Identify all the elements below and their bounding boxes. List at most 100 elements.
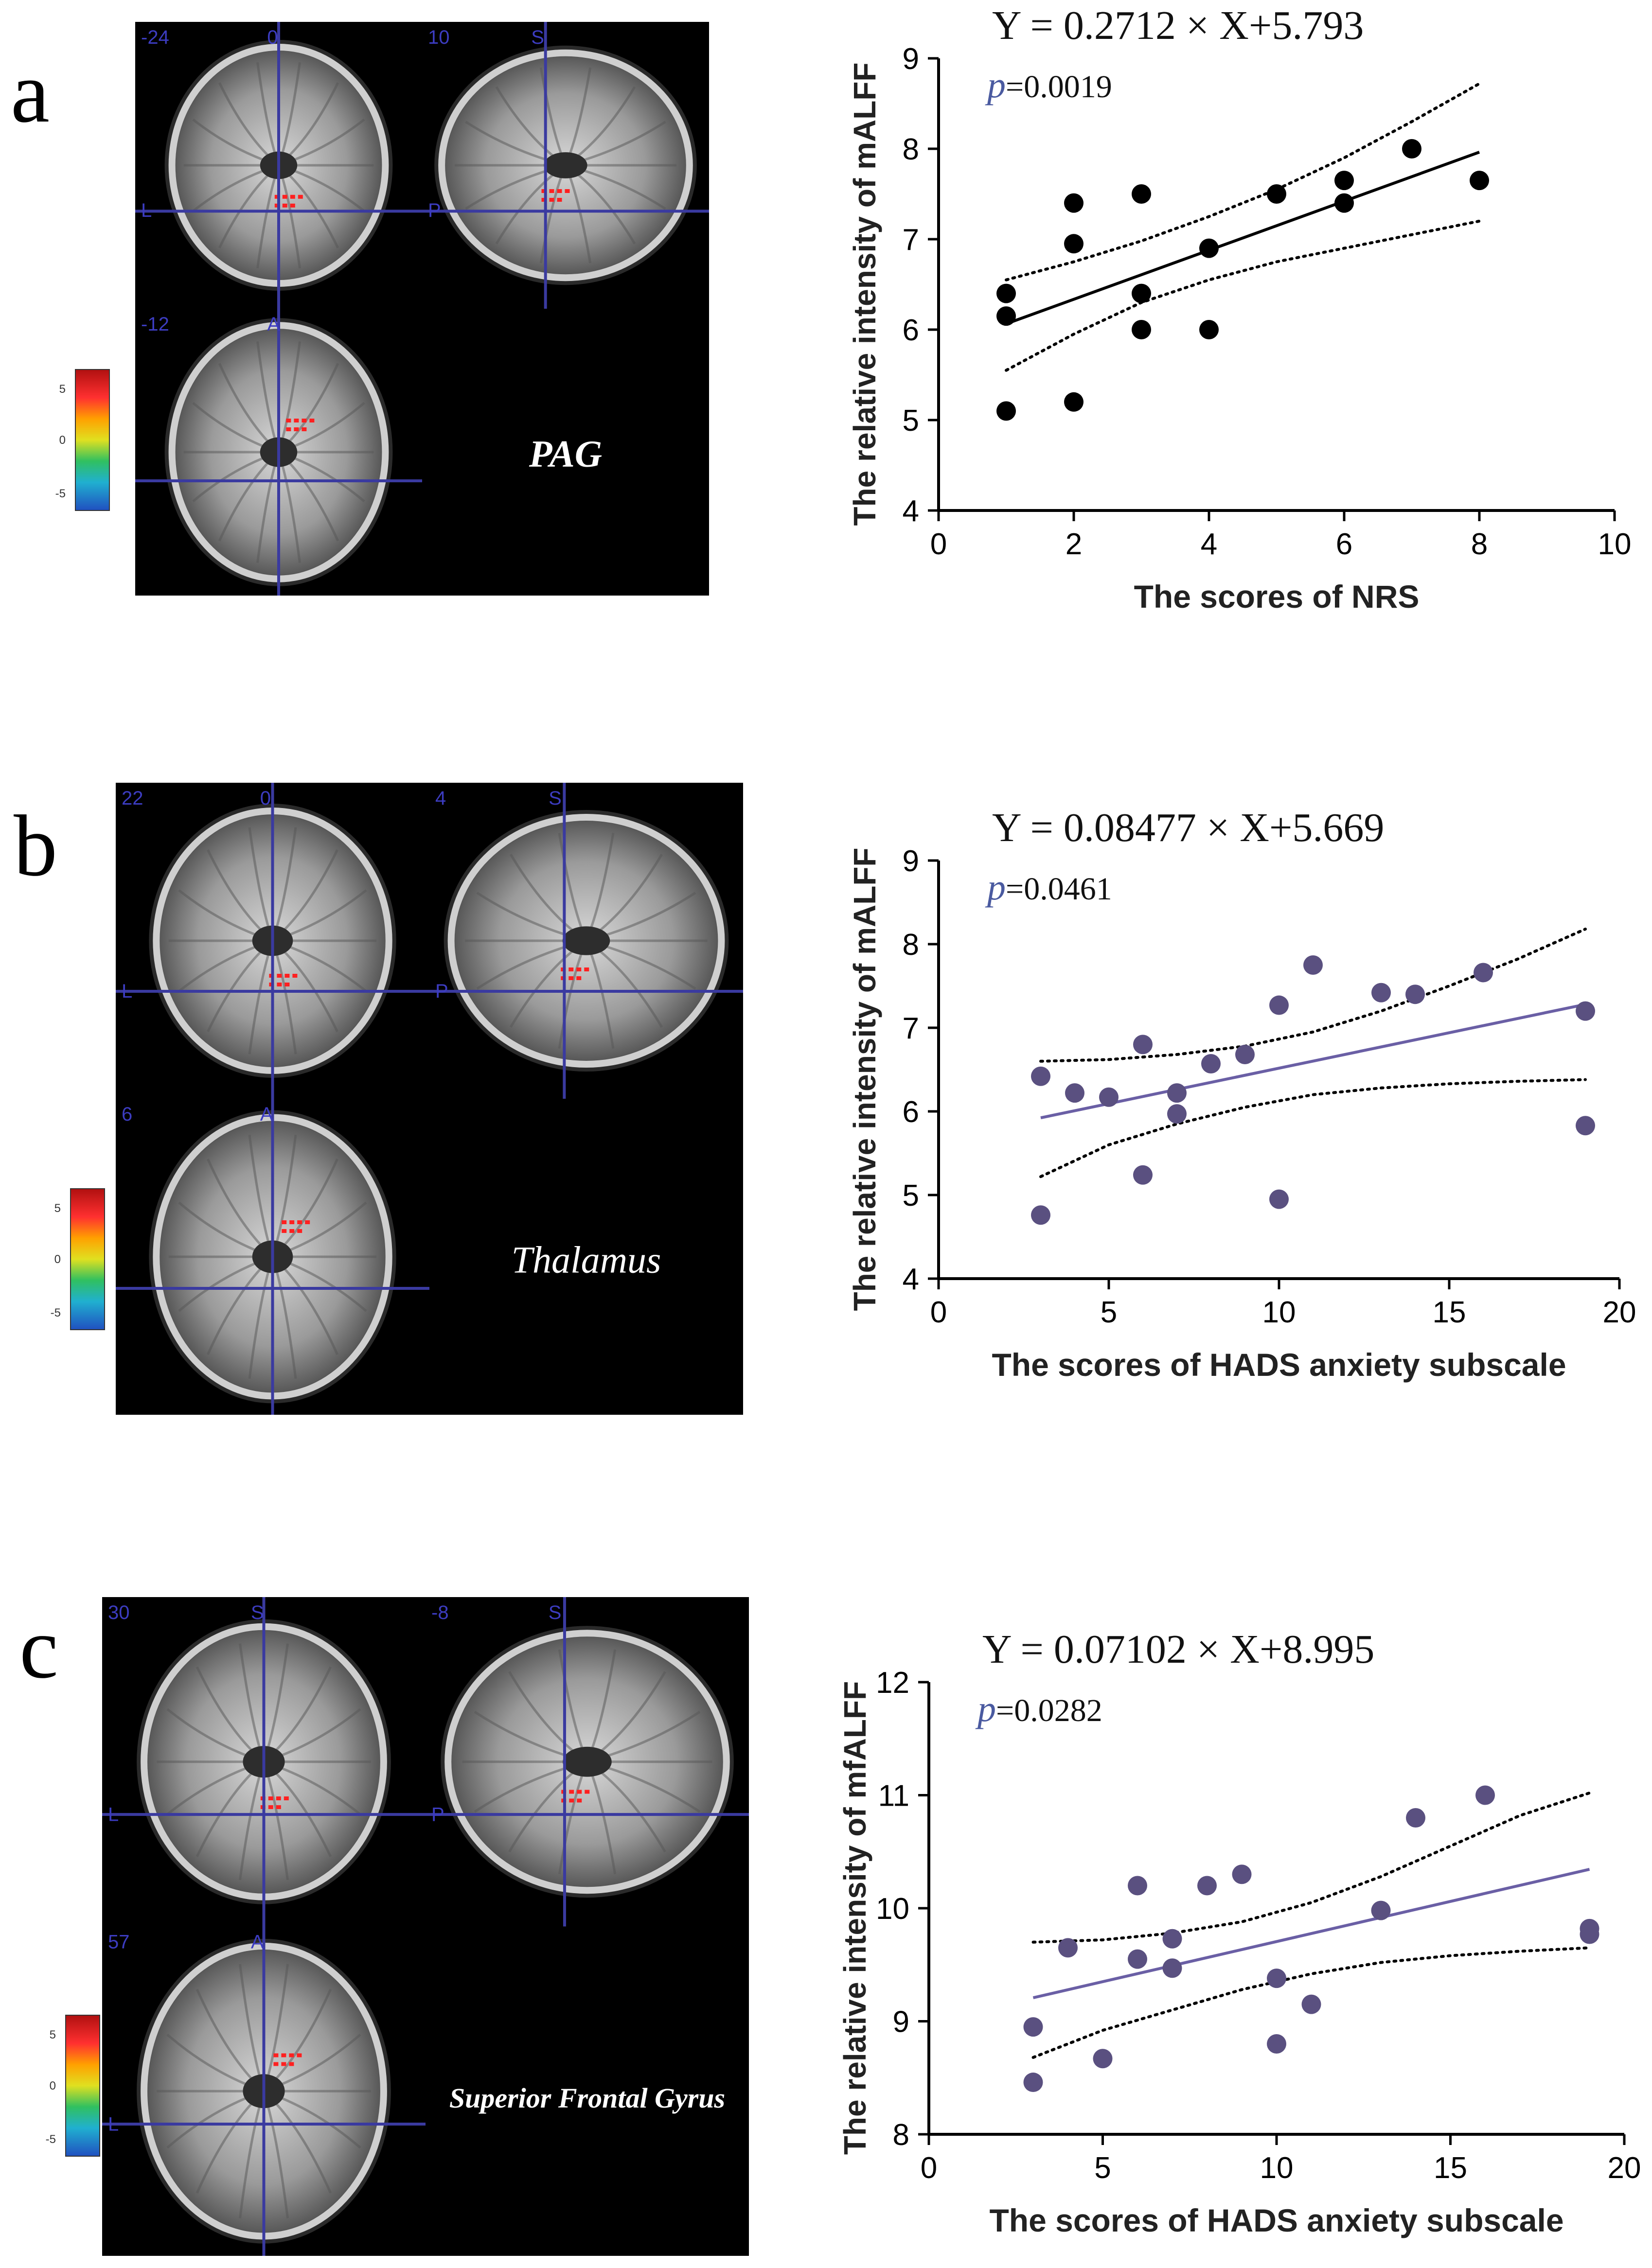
data-point [1133,1165,1153,1185]
confidence-band-lower [1039,1078,1587,1178]
x-axis-label: The scores of HADS anxiety subscale [992,1347,1566,1383]
regression-line [1005,151,1480,325]
view-orientation-label: L [122,981,132,1002]
x-tick-label: 15 [1434,2151,1467,2185]
brain-slices-panel-c: 30 S -8 S 57 A L P L Superior Frontal Gyrus [102,1597,749,2256]
data-point [996,283,1016,303]
x-tick-label: 0 [930,1296,947,1329]
data-point [1267,2034,1286,2054]
y-tick-label: 6 [903,1095,919,1129]
colorbar-tick: -5 [55,487,66,500]
x-tick-label: 0 [930,527,947,561]
data-point [1162,1929,1182,1949]
y-axis-label: The relative intensity of mALFF [847,62,882,526]
sagittal-slice [434,45,697,285]
data-point [1128,1876,1147,1896]
chart-svg: 0 2 4 6 8 10 4 5 6 7 8 9 The scores of NRS The relati… [847,3,1631,615]
slice-coordinate-label: A [251,1932,264,1953]
x-axis-label: The scores of NRS [1134,579,1420,615]
y-tick-label: 4 [903,1263,919,1296]
regression-equation: Y = 0.2712 × X+5.793 [992,3,1364,48]
data-point [1167,1104,1187,1124]
data-point [1133,1035,1153,1055]
x-tick-label: 6 [1336,527,1352,561]
y-tick-label: 6 [903,314,919,347]
y-tick-label: 4 [903,494,919,528]
slice-coordinate-label: 22 [122,788,143,809]
x-tick-label: 8 [1471,527,1488,561]
view-orientation-label: L [108,1804,119,1826]
colorbar-tick: 5 [50,2028,56,2041]
axial-slice [164,318,393,586]
data-point [1269,995,1289,1015]
data-point [1093,2049,1113,2069]
data-point [1167,1083,1187,1103]
y-tick-label: 12 [876,1666,909,1700]
y-tick-label: 10 [876,1892,909,1926]
colorbar-tick: -5 [51,1306,61,1319]
regression-equation: Y = 0.08477 × X+5.669 [992,805,1384,850]
data-point [1132,184,1151,204]
colorbar-tick: 0 [50,2079,56,2092]
data-point [1406,1808,1425,1828]
data-point [1199,238,1219,258]
slice-coordinate-label: S [251,1602,264,1623]
chart-svg: 0 5 10 15 20 4 5 6 7 8 9 The scores of HADS anxiety… [847,805,1636,1383]
data-point [1132,283,1151,303]
data-point [1099,1087,1119,1107]
x-tick-label: 0 [921,2151,937,2185]
region-label: Thalamus [512,1239,661,1281]
data-point [1128,1949,1147,1969]
region-label: Superior Frontal Gyrus [449,2082,725,2114]
p-value: =0.0461 [1006,871,1112,907]
data-point [1065,1083,1084,1103]
data-point [1132,320,1151,339]
panel-letter-a: a [11,44,50,141]
confidence-band-lower [1031,1946,1591,2059]
colorbar-gradient [75,369,110,511]
x-axis-label: The scores of HADS anxiety subscale [989,2202,1563,2238]
y-tick-label: 5 [903,1179,919,1213]
data-point [996,306,1016,326]
data-point [1576,1116,1595,1136]
view-orientation-label: P [435,981,448,1002]
y-tick-label: 9 [903,42,919,76]
brain-slices-panel-b: 22 0 4 S 6 A L P Thalamus [116,783,743,1415]
coronal-slice [137,1619,391,1904]
slice-coordinate-label: 4 [435,788,446,809]
slice-coordinate-label: 30 [108,1602,130,1623]
colorbar-tick: -5 [46,2133,56,2146]
x-tick-label: 5 [1094,2151,1111,2185]
p-value-label: p=0.0019 [985,65,1112,105]
y-axis-label: The relative intensity of mALFF [847,847,882,1311]
data-point [1064,234,1084,254]
y-tick-label: 8 [903,133,919,166]
y-axis-label: The relative intensity of mfALFF [837,1681,872,2155]
colorbar-tick: 5 [54,1202,61,1215]
data-point [1580,1924,1599,1944]
y-tick-label: 7 [903,1012,919,1045]
data-point [1201,1054,1221,1073]
p-symbol: p [975,1688,996,1729]
panel-letter-b: b [14,797,57,894]
data-point [1064,193,1084,213]
panel-letter-c: c [19,1600,58,1696]
activation-cluster [273,2053,302,2066]
activation-cluster [282,1220,310,1233]
regression-equation: Y = 0.07102 × X+8.995 [982,1627,1374,1672]
data-point [1334,171,1354,191]
data-point [1064,392,1084,412]
brain-slices-panel-a: -24 0 10 S -12 A L P PAG [135,22,709,596]
data-point [1470,171,1489,191]
data-point [1269,1189,1289,1209]
data-point [1232,1864,1252,1884]
slice-coordinate-label: 57 [108,1932,130,1953]
regression-line [1040,1002,1586,1120]
colorbar-tick: 0 [54,1253,61,1266]
slice-coordinate-label: -24 [141,27,169,48]
data-point [1474,963,1493,983]
data-point [1199,320,1219,339]
regression-line [1032,1868,1590,2000]
data-point [1235,1045,1255,1065]
view-orientation-label: P [428,200,441,221]
